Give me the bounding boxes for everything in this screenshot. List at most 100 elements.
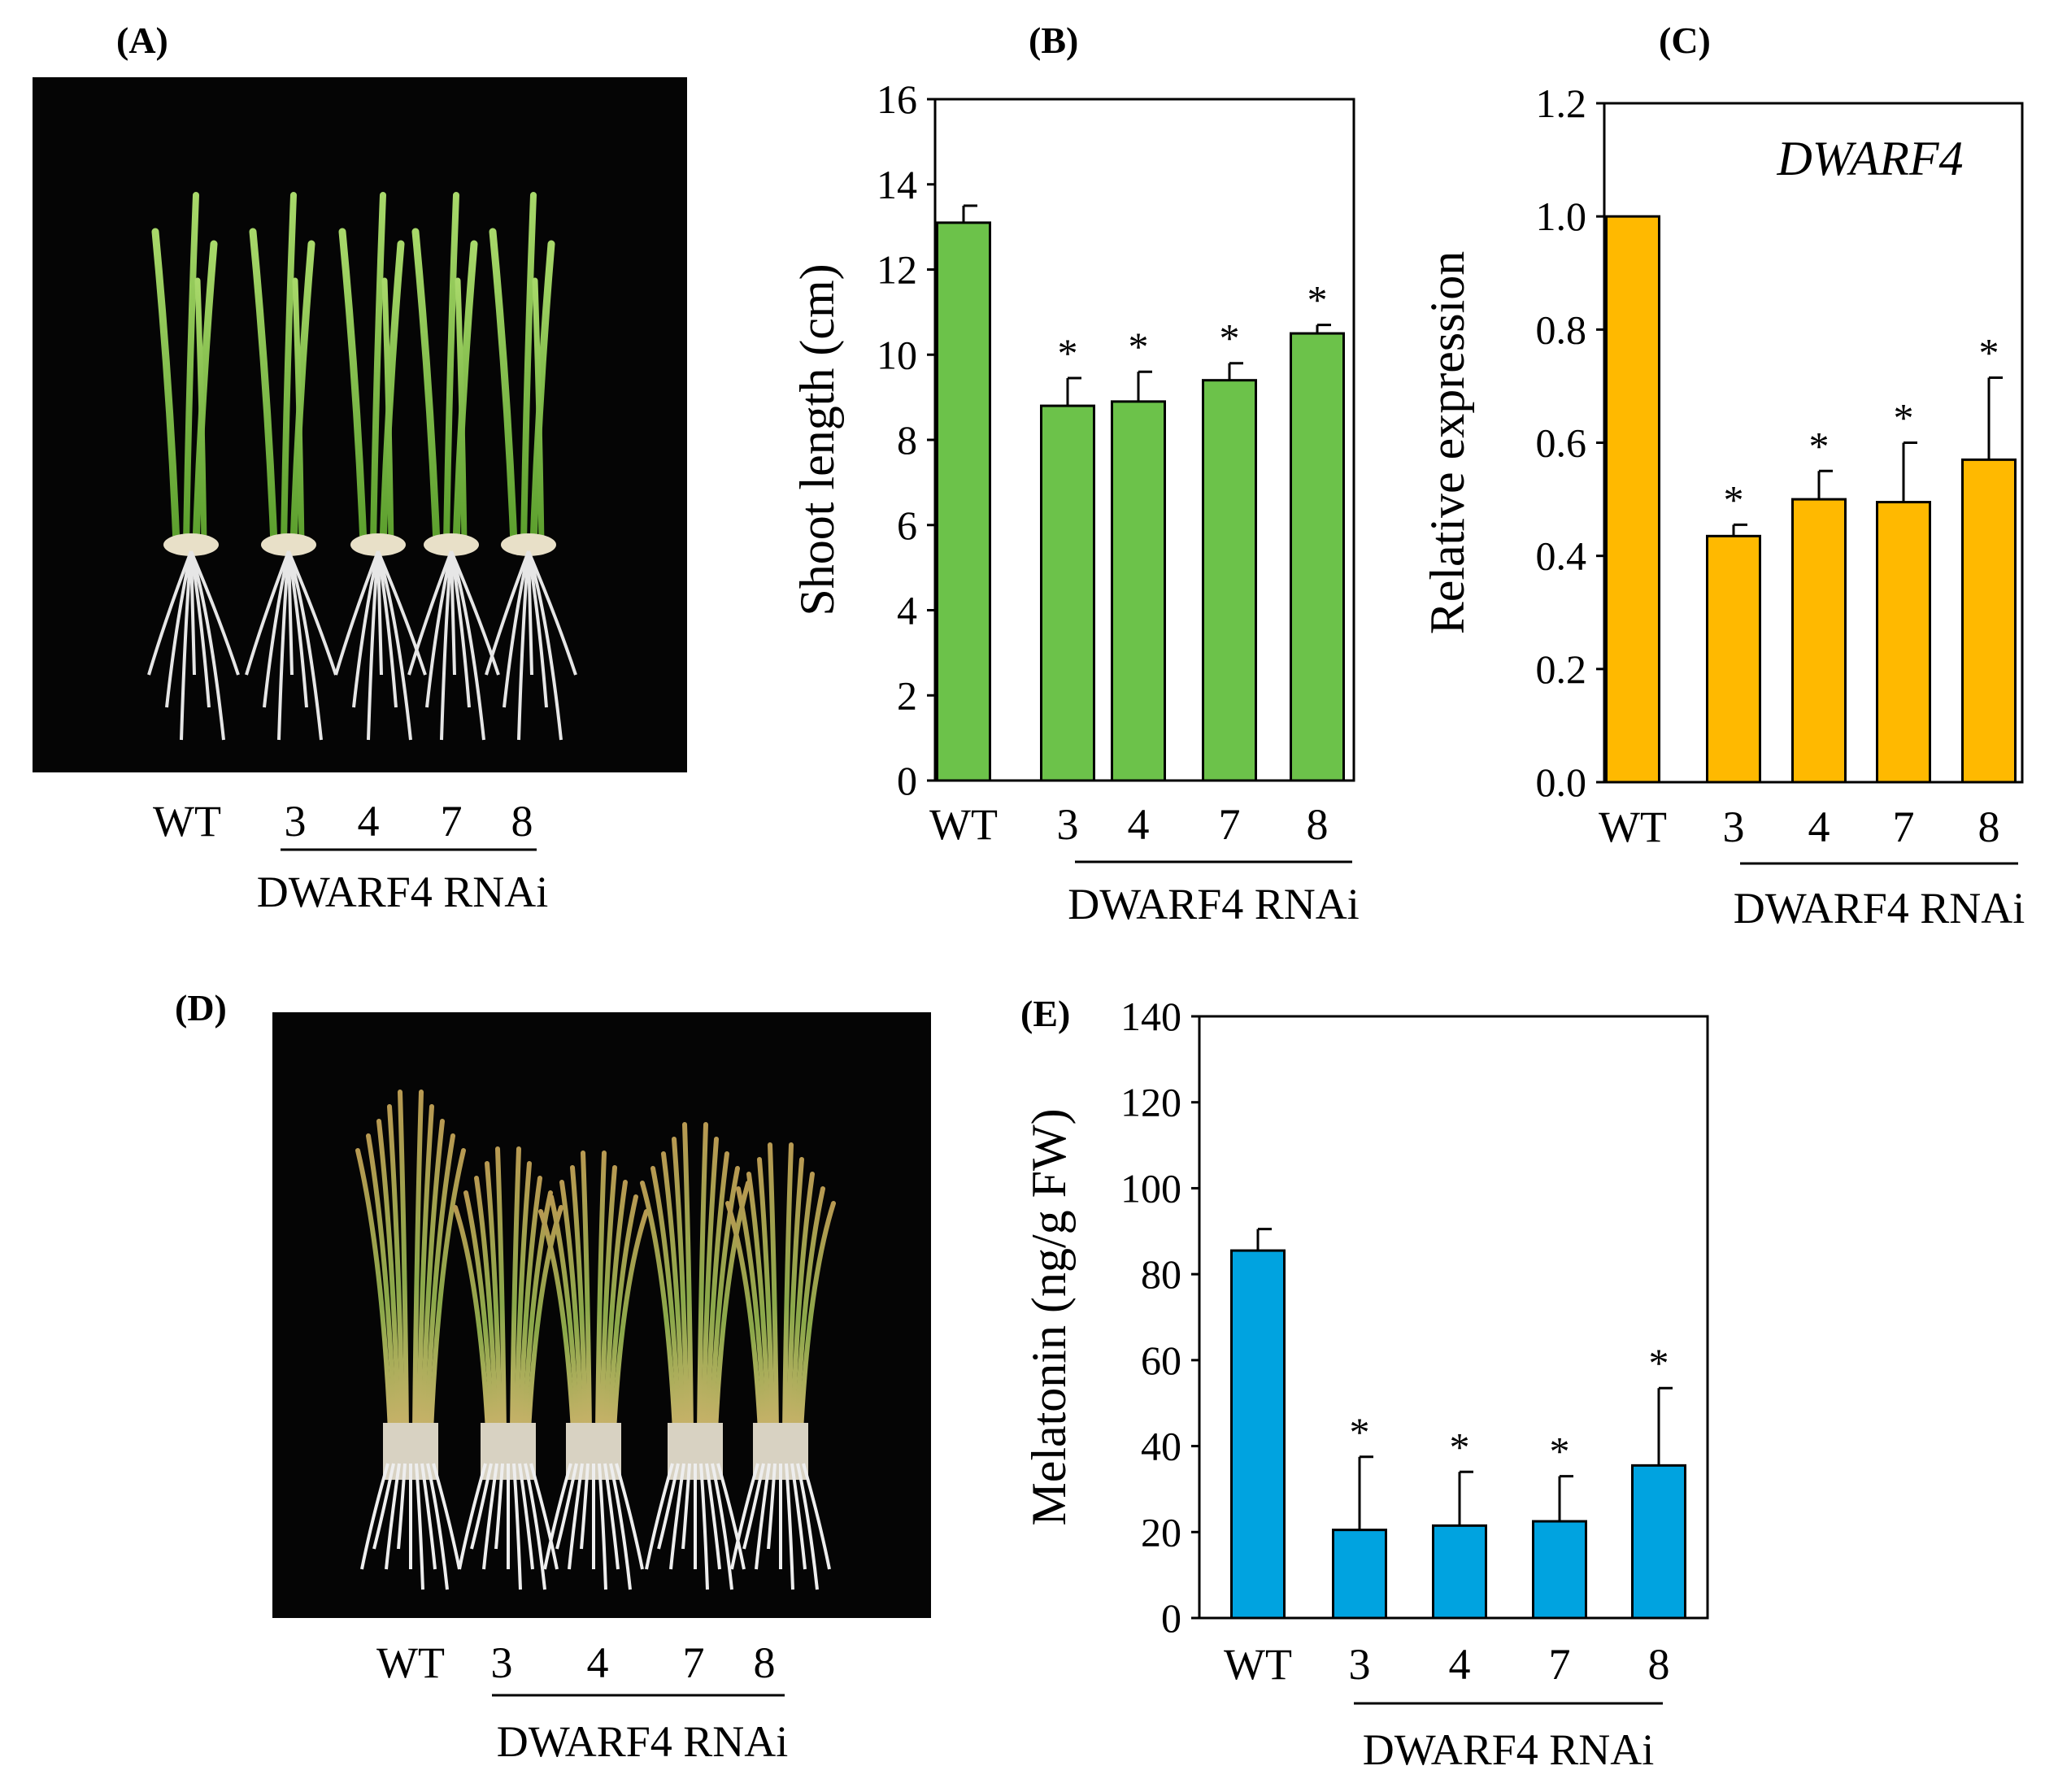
plant-root [716, 1463, 746, 1570]
seedling-root [376, 550, 398, 708]
category-label: WT [1224, 1640, 1292, 1689]
category-label: 3 [1349, 1640, 1371, 1689]
category-label: 8 [1307, 800, 1329, 849]
significance-star: * [1058, 330, 1078, 376]
seed-husk [163, 533, 219, 556]
y-tick-label: 60 [1141, 1337, 1181, 1383]
y-tick-label: 1.0 [1536, 194, 1587, 239]
plant-root [785, 1463, 794, 1590]
group-label: DWARF4 RNAi [1363, 1725, 1655, 1774]
significance-star: * [1450, 1424, 1470, 1469]
plant-tiller [398, 1090, 409, 1433]
y-axis-title: Shoot length (cm) [790, 263, 844, 615]
y-tick-label: 20 [1141, 1509, 1181, 1555]
category-label: WT [929, 800, 998, 849]
bar [1791, 498, 1847, 784]
seedling-leaf [281, 192, 297, 548]
y-tick-label: 0.2 [1536, 646, 1587, 692]
bar [1876, 501, 1931, 784]
plant-tiller [650, 1166, 681, 1433]
y-tick-label: 2 [897, 672, 917, 718]
seedling-root [189, 550, 225, 741]
seedling-root [165, 550, 193, 708]
panel-d-cat-4: 4 [587, 1638, 609, 1687]
bar [936, 221, 991, 782]
seedling-root [517, 550, 530, 741]
category-label: WT [1599, 802, 1667, 851]
category-label: 8 [1648, 1640, 1670, 1689]
plant-tiller [366, 1133, 397, 1433]
panel-a-cat-7: 7 [441, 797, 463, 846]
significance-star: * [1220, 315, 1240, 361]
y-tick-label: 0.0 [1536, 759, 1587, 805]
panel-a-cat-wt: WT [153, 797, 221, 846]
seedling-leaf [520, 192, 537, 548]
plant-root [512, 1463, 522, 1590]
bar [1631, 1464, 1686, 1620]
seedling-root [440, 550, 453, 741]
plant-tiller [559, 1180, 584, 1433]
seedling-leaf [411, 228, 441, 549]
bar [1532, 1520, 1587, 1620]
seedling-root [189, 550, 240, 676]
plant-root [796, 1463, 819, 1590]
y-tick-label: 1.2 [1536, 80, 1587, 126]
plant-tiller [355, 1148, 393, 1433]
plant-tiller [682, 1122, 694, 1433]
panel-a-cat-4: 4 [358, 797, 380, 846]
seedling-leaf [292, 277, 305, 548]
y-tick-label: 16 [877, 76, 917, 122]
category-label: 3 [1723, 802, 1745, 851]
plant-root [669, 1463, 685, 1570]
plant-root [415, 1463, 424, 1590]
seedling-root [407, 550, 453, 676]
plant-root [568, 1463, 584, 1570]
seedling-root [376, 550, 383, 676]
plant-root [494, 1463, 504, 1550]
plant-tiller [757, 1157, 775, 1433]
seedling-root [376, 550, 412, 741]
category-label: 7 [1549, 1640, 1571, 1689]
seedling-root [527, 550, 533, 676]
group-label: DWARF4 RNAi [1068, 880, 1360, 929]
plant-tiller [412, 1090, 424, 1433]
plant-root [598, 1463, 607, 1590]
plant-tiller [661, 1151, 685, 1433]
seedling-leaf [443, 192, 459, 548]
seedling-root [287, 550, 294, 676]
significance-star: * [1350, 1409, 1370, 1455]
panel-b-chart: (B) WT * 3 * 4 * 7 * 8 0 2 4 6 8 10 12 14 16 Shoot length (… [790, 20, 1360, 929]
plant-tiller [607, 1194, 638, 1433]
plant-root [432, 1463, 461, 1570]
plant-tiller [725, 1201, 763, 1433]
plant-root [699, 1463, 709, 1590]
plant-root [543, 1463, 572, 1570]
bar [1111, 400, 1166, 782]
panel-d-label: (D) [175, 987, 227, 1029]
plant-root [555, 1463, 578, 1550]
y-tick-label: 80 [1141, 1251, 1181, 1297]
seed-husk [350, 533, 406, 556]
panel-c-chart: (C) WT * 3 * 4 * 7 * 8 0.0 0.2 0.4 0.6 0.8 1.0 1.2 Relati… [1421, 20, 2025, 933]
bar [1706, 534, 1761, 784]
plant-tiller [581, 1150, 592, 1433]
plant-tiller [495, 1146, 507, 1433]
plant-root [529, 1463, 559, 1570]
plant-root [397, 1463, 407, 1550]
bar [1332, 1529, 1387, 1620]
plant-tiller [424, 1133, 455, 1433]
plant-root [580, 1463, 590, 1550]
bar [1432, 1524, 1487, 1620]
y-tick-label: 0.4 [1536, 533, 1587, 579]
plant-tiller [429, 1148, 466, 1433]
seedling-root [180, 550, 193, 741]
plant-photo [272, 1012, 931, 1618]
y-axis-title: Relative expression [1421, 251, 1474, 635]
panel-a-cat-8: 8 [511, 797, 533, 846]
plant-tiller [701, 1137, 719, 1433]
y-tick-label: 6 [897, 502, 917, 548]
panel-a: (A) WT 3 4 7 8 DWARF4 RNAi [33, 20, 687, 916]
panel-d-cat-3: 3 [491, 1638, 513, 1687]
panel-a-cat-3: 3 [285, 797, 307, 846]
